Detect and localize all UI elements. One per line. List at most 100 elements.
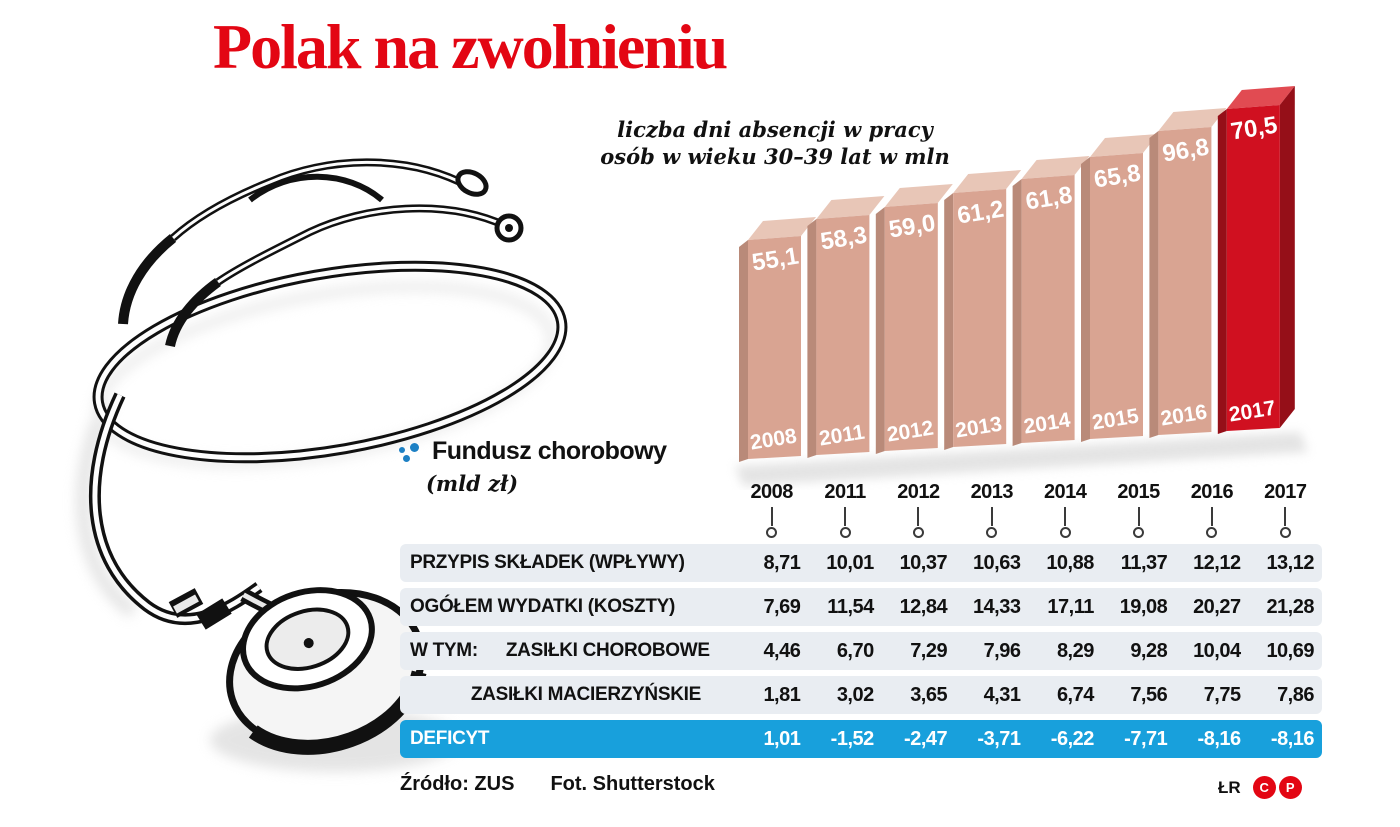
bar-front-face [1090,153,1143,439]
cell-value: 3,02 [836,683,874,706]
legend-unit: (mld zł) [426,471,519,496]
row-label-prefix: W TYM: [410,640,478,661]
year-label: 2016 [1190,481,1234,503]
bar-top-face [1226,86,1295,109]
bar-side-face [1149,131,1159,438]
cell-value: 7,86 [1277,683,1314,706]
cell-value: 11,54 [827,595,874,618]
cell-value: 10,04 [1193,639,1241,662]
cell-value: 10,01 [826,551,874,574]
cell-value: 10,88 [1046,551,1094,574]
cell-value: 17,11 [1047,595,1094,618]
year-label: 2017 [1264,481,1307,503]
cell-value: 21,28 [1266,595,1314,618]
footer: Źródło: ZUS Fot. Shutterstock [400,773,715,796]
bar-side-face [875,207,885,454]
cell-value: 12,12 [1193,551,1241,574]
stethoscope-illustration [76,158,568,772]
cell-value: 11,37 [1120,551,1168,574]
year-column: 2014 [1029,481,1102,538]
bar-top-face [1158,108,1227,131]
press-badges: C P [1252,776,1302,799]
year-column: 2017 [1249,481,1322,538]
connector-line [844,507,847,526]
bar-top-face [748,217,816,240]
photo-credit-text: Fot. Shutterstock [550,773,715,795]
table-row: PRZYPIS SKŁADEK (WPŁYWY) 8,71 10,01 10,37 10… [400,544,1322,582]
row-label-text: ZASIŁKI CHOROBOWE [505,640,710,661]
row-label-text: ZASIŁKI MACIERZYŃSKIE [470,684,701,705]
copyright-c-icon: C [1252,776,1276,799]
cell-value: 10,63 [972,551,1021,574]
bar-side-face [1217,109,1227,434]
cell-value: 6,70 [836,639,874,662]
bar-side-face [1081,157,1090,442]
cell-value: 7,96 [983,639,1021,662]
cell-value: 12,84 [899,595,948,618]
row-label-text: PRZYPIS SKŁADEK (WPŁYWY) [410,552,685,573]
row-label-text: DEFICYT [410,728,490,749]
bar-front-face [1158,127,1212,435]
connector-dot-icon [766,527,778,538]
connector-line [917,507,920,526]
page-title: Polak na zwolnieniu [213,11,728,82]
connector-line [1064,507,1067,526]
chart-subtitle-line1: liczba dni absencji w pracy [617,117,933,142]
bar-top-face [1021,156,1090,179]
cell-value: 7,75 [1203,683,1241,706]
credits: ŁR C P [1218,776,1302,799]
cell-value: 8,71 [763,551,801,574]
cell-value: -2,47 [904,727,948,750]
year-label: 2008 [750,481,793,503]
cell-value: 7,29 [910,639,948,662]
year-column: 2011 [808,481,881,538]
cell-value: 1,01 [763,727,801,750]
connector-line [1210,507,1213,526]
bar-front-face [1226,105,1280,431]
bar-side-face [944,193,954,450]
table-row: DEFICYT 1,01 -1,52 -2,47 -3,71 -6,22 -7,71 -8,1… [400,720,1322,758]
connector-dot-icon [839,527,851,538]
source-text: Źródło: ZUS [400,773,515,795]
bar-side-face [807,219,817,458]
bar-top-face [884,184,953,207]
author-initials: ŁR [1218,777,1241,797]
cell-value: 6,74 [1056,683,1094,706]
bar-front-face [884,203,938,451]
table-row: W TYM: ZASIŁKI CHOROBOWE 4,46 6,70 7,29 7,96 8… [400,632,1322,670]
cell-value: -1,52 [830,727,875,750]
cell-value: 10,69 [1266,639,1314,662]
connector-dot-icon [1279,527,1291,538]
cell-value: 9,28 [1130,639,1168,662]
cell-value: -8,16 [1270,727,1315,750]
legend-title: Fundusz chorobowy [432,437,667,465]
row-label: PRZYPIS SKŁADEK (WPŁYWY) [400,552,735,574]
legend-bullet-icon [398,441,420,463]
chart-subtitle-line2: osób w wieku 30–39 lat w mln [600,144,950,169]
connector-line [1137,507,1140,526]
cell-value: 7,56 [1130,683,1168,706]
legend: Fundusz chorobowy [398,437,667,466]
table-row: OGÓŁEM WYDATKI (KOSZTY) 7,69 11,54 12,84 14,… [400,588,1322,626]
cell-value: 4,31 [983,683,1021,706]
bar-top-face [816,196,885,219]
connector-dot-icon [1059,527,1071,538]
bar-front-face [1021,175,1075,443]
cell-value: 13,12 [1266,551,1314,574]
cell-value: 1,81 [763,683,801,706]
connector-line [770,507,773,526]
connector-dot-icon [986,527,998,538]
cell-value: 20,27 [1193,595,1241,618]
bar-top-face [953,170,1022,193]
bar-front-face [953,189,1007,447]
bar-side-face [1012,179,1022,446]
cell-value: -3,71 [977,727,1021,750]
connector-line [990,507,993,526]
bar-right-face [1279,86,1295,428]
cell-value: 19,08 [1119,595,1168,618]
cell-value: -6,22 [1050,727,1095,750]
year-column: 2008 [735,481,808,538]
table-year-header: 2008 2011 2012 2013 2014 2015 2016 2017 [400,481,1322,538]
cell-value: 8,29 [1056,639,1094,662]
connector-dot-icon [912,527,924,538]
